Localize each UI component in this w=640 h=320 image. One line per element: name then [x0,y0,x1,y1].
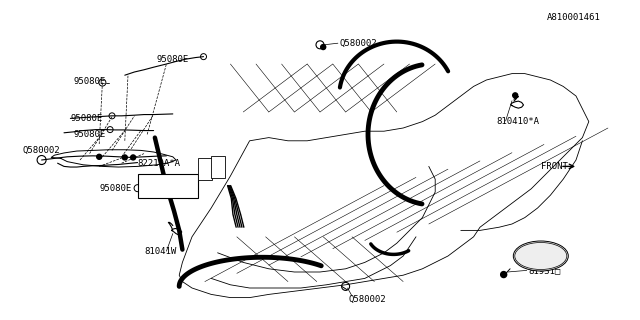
Bar [211,156,225,178]
Text: Q580002: Q580002 [339,39,377,48]
Text: 95080E: 95080E [99,184,131,193]
Circle shape [513,93,518,98]
Text: 95080E: 95080E [74,130,106,139]
Text: 81041W: 81041W [144,247,176,256]
Circle shape [321,44,326,50]
Ellipse shape [513,241,568,271]
Circle shape [97,154,102,159]
Text: 95080E: 95080E [70,114,102,123]
Circle shape [131,155,136,160]
Text: 81400: 81400 [163,180,190,188]
Text: 95080E: 95080E [157,55,189,64]
Text: 810410*A: 810410*A [496,117,539,126]
Text: 82210A*A: 82210A*A [138,159,180,168]
Bar [138,174,198,198]
Text: 81931□: 81931□ [528,266,560,275]
Text: Q580002: Q580002 [349,295,387,304]
Bar [198,158,212,180]
Circle shape [500,272,507,277]
Text: A810001461: A810001461 [547,13,601,22]
Text: Q580002: Q580002 [22,146,60,155]
Circle shape [122,155,127,160]
Text: 95080E: 95080E [74,77,106,86]
Text: FRONT→: FRONT→ [541,162,573,171]
